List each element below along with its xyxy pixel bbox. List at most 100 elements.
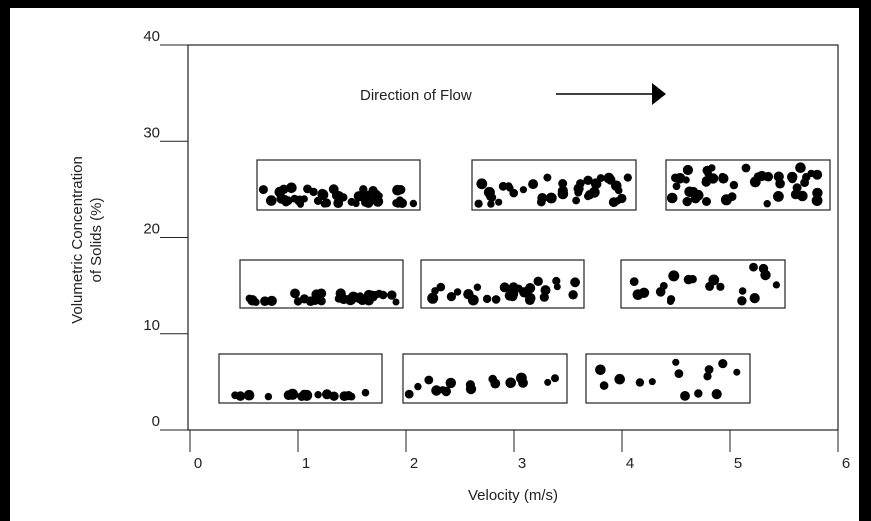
y-tick-label: 40 bbox=[143, 28, 160, 45]
flow-arrow-head bbox=[652, 83, 666, 105]
particle bbox=[357, 295, 368, 306]
x-tick-label: 3 bbox=[518, 455, 526, 472]
particle bbox=[368, 186, 378, 196]
x-tick-label: 1 bbox=[302, 455, 310, 472]
particle bbox=[703, 372, 712, 381]
particle bbox=[572, 196, 580, 205]
particle bbox=[424, 375, 434, 385]
particle bbox=[333, 198, 344, 209]
particle bbox=[260, 296, 270, 307]
particle bbox=[792, 183, 802, 193]
particle bbox=[603, 174, 613, 183]
y-tick-label: 30 bbox=[143, 124, 160, 141]
particle bbox=[533, 276, 543, 286]
x-tick-label: 4 bbox=[626, 455, 634, 472]
particle bbox=[763, 200, 771, 208]
particle bbox=[672, 358, 680, 366]
particle bbox=[614, 186, 623, 195]
particle bbox=[387, 290, 397, 300]
particle bbox=[287, 388, 299, 400]
x-tick-label: 6 bbox=[842, 455, 850, 472]
particle bbox=[668, 270, 680, 282]
particle bbox=[314, 391, 322, 399]
particle bbox=[392, 298, 400, 306]
particle bbox=[617, 193, 627, 204]
x-axis-label: Velocity (m/s) bbox=[468, 487, 558, 504]
particle bbox=[718, 172, 727, 181]
particle bbox=[397, 198, 408, 208]
particle bbox=[811, 195, 823, 207]
particle bbox=[680, 391, 690, 401]
particle bbox=[467, 294, 479, 306]
particle bbox=[590, 178, 602, 190]
particle bbox=[317, 188, 327, 198]
particle bbox=[290, 288, 300, 299]
particle bbox=[293, 297, 303, 306]
particle bbox=[629, 277, 639, 286]
particle bbox=[812, 187, 823, 199]
particle bbox=[334, 294, 343, 303]
particle bbox=[290, 194, 299, 203]
particle bbox=[409, 199, 418, 208]
particle bbox=[361, 197, 371, 207]
particle bbox=[595, 364, 606, 376]
particle bbox=[352, 200, 360, 208]
particle bbox=[718, 359, 728, 369]
particle bbox=[474, 199, 483, 208]
particle bbox=[543, 173, 552, 182]
particle bbox=[608, 197, 619, 208]
particle bbox=[258, 185, 268, 195]
particle bbox=[264, 392, 273, 401]
particle bbox=[682, 196, 692, 207]
particle bbox=[303, 184, 312, 194]
particle bbox=[266, 295, 277, 306]
flow-panels bbox=[218, 159, 831, 404]
particle bbox=[297, 392, 307, 401]
particle bbox=[361, 388, 370, 397]
particle bbox=[495, 198, 503, 206]
particle bbox=[317, 296, 326, 306]
particle bbox=[482, 294, 492, 304]
particle bbox=[476, 178, 488, 190]
particle bbox=[741, 163, 751, 173]
particle bbox=[674, 173, 686, 184]
particle bbox=[344, 391, 354, 401]
particle bbox=[623, 173, 632, 182]
particle bbox=[231, 391, 240, 400]
particle bbox=[599, 381, 609, 390]
particle bbox=[427, 292, 439, 304]
particle bbox=[729, 180, 739, 190]
particle bbox=[708, 164, 716, 172]
particle bbox=[704, 365, 714, 374]
particle bbox=[583, 175, 593, 185]
particle bbox=[505, 377, 516, 389]
particle bbox=[797, 190, 808, 202]
particle bbox=[635, 378, 645, 387]
particle bbox=[570, 277, 580, 288]
flow-annotation: Direction of Flow bbox=[360, 87, 472, 104]
particle bbox=[749, 176, 761, 188]
particle bbox=[711, 389, 722, 400]
particle bbox=[632, 289, 644, 300]
particle bbox=[499, 282, 510, 293]
particle bbox=[787, 171, 798, 183]
particle bbox=[694, 389, 703, 398]
particle bbox=[749, 293, 760, 304]
particle bbox=[465, 383, 477, 395]
y-axis-label: Volumetric Concentration bbox=[69, 156, 86, 324]
particle bbox=[733, 368, 741, 376]
particle bbox=[568, 290, 578, 300]
particle bbox=[525, 295, 535, 305]
particle bbox=[614, 373, 625, 385]
particle bbox=[375, 289, 384, 298]
particle bbox=[345, 294, 356, 306]
particle bbox=[453, 288, 462, 296]
particle bbox=[737, 296, 747, 306]
particle bbox=[655, 287, 666, 297]
particle bbox=[528, 179, 539, 190]
particle bbox=[666, 192, 678, 204]
particle bbox=[297, 200, 304, 208]
particle bbox=[473, 283, 482, 291]
particle bbox=[279, 184, 289, 194]
particle bbox=[490, 378, 501, 389]
